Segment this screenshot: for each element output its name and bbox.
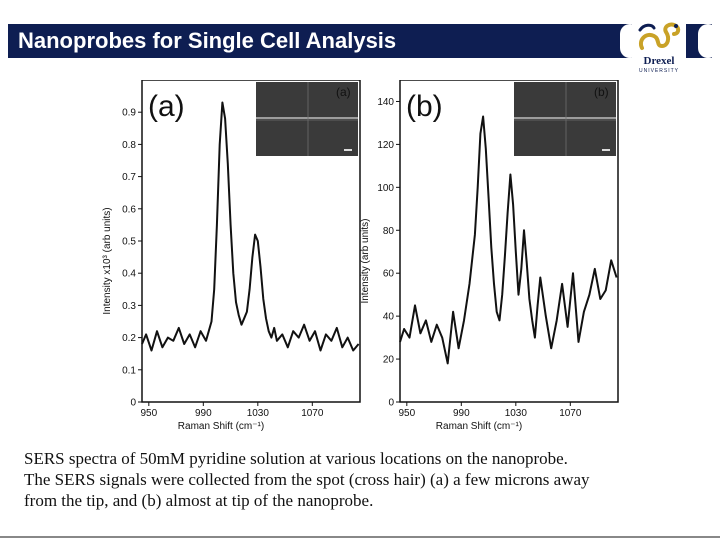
logo-name: Drexel xyxy=(643,55,675,67)
panel-a-ytick-label-3: 0.3 xyxy=(122,301,136,312)
panel-b-ytick-label-3: 60 xyxy=(383,269,395,280)
page-title: Nanoprobes for Single Cell Analysis xyxy=(18,28,397,53)
panel-a-ytick-label-2: 0.2 xyxy=(122,333,136,344)
panel-a-xtick-label-2: 1030 xyxy=(247,408,270,419)
panel-b-series-line-0 xyxy=(399,115,618,365)
panel-a-xtick-label-3: 1070 xyxy=(301,408,324,419)
panel-b-inset-scalebar xyxy=(602,149,610,151)
panel-a-inset-label: (a) xyxy=(336,85,351,99)
dragon-icon xyxy=(638,22,681,50)
panel-a-ytick-label-9: 0.9 xyxy=(122,108,136,119)
panel-a-series-line-0 xyxy=(141,101,360,352)
panel-b-xtick-label-3: 1070 xyxy=(559,408,582,419)
decorative-pill xyxy=(698,24,718,58)
panel-a-ytick-label-0: 0 xyxy=(130,398,136,409)
panel-b-xlabel: Raman Shift (cm⁻¹) xyxy=(436,421,522,432)
panel-a: (a) (a) 950 990 1030 1070 0 0.1 0.2 0.3 0.4 0.5 0.6 0… xyxy=(102,79,361,432)
panel-b-ytick-label-5: 100 xyxy=(377,183,394,194)
university-logo: Drexel UNIVERSITY xyxy=(632,18,686,74)
panel-b-xtick-label-1: 990 xyxy=(453,408,470,419)
panel-b-inset-image xyxy=(514,82,616,156)
title-bar: Nanoprobes for Single Cell Analysis xyxy=(8,24,718,58)
panel-a-ytick-label-4: 0.4 xyxy=(122,269,136,280)
panel-b-axes-frame xyxy=(399,79,619,403)
panel-a-ytick-label-1: 0.1 xyxy=(122,365,136,376)
caption-line-3: from the tip, and (b) almost at tip of t… xyxy=(24,491,374,510)
bottom-divider xyxy=(0,536,720,538)
panel-b-panel-label: (b) xyxy=(406,90,443,123)
panel-a-xlabel: Raman Shift (cm⁻¹) xyxy=(178,421,264,432)
logo-subtitle: UNIVERSITY xyxy=(638,68,679,74)
panel-a-panel-label: (a) xyxy=(148,90,185,123)
panel-a-ylabel: Intensity x10³ (arb units) xyxy=(102,207,113,314)
panel-b-xtick-label-0: 950 xyxy=(398,408,415,419)
panel-b-ytick-label-4: 80 xyxy=(383,226,395,237)
panel-a-inset-image xyxy=(256,82,358,156)
figure-panel: (a) (a) 950 990 1030 1070 0 0.1 0.2 0.3 0.4 0.5 0.6 0… xyxy=(96,79,628,440)
panel-b-ytick-label-2: 40 xyxy=(383,312,395,323)
panel-a-ytick-label-6: 0.6 xyxy=(122,204,136,215)
panel-b: (b) (b) 950 990 1030 1070 0 20 40 60 80 100 120 140 Ra… xyxy=(360,79,619,432)
panel-b-ytick-label-1: 20 xyxy=(383,355,395,366)
panel-a-ytick-label-7: 0.7 xyxy=(122,172,136,183)
panel-b-xtick-label-2: 1030 xyxy=(505,408,528,419)
panel-b-inset-label: (b) xyxy=(594,85,609,99)
panel-a-xtick-label-0: 950 xyxy=(140,408,157,419)
panel-a-ytick-label-5: 0.5 xyxy=(122,237,136,248)
panel-a-ytick-label-8: 0.8 xyxy=(122,140,136,151)
panel-a-xtick-label-1: 990 xyxy=(195,408,212,419)
figure-caption: SERS spectra of 50mM pyridine solution a… xyxy=(24,448,704,511)
spectra-figure: (a) (a) 950 990 1030 1070 0 0.1 0.2 0.3 0.4 0.5 0.6 0… xyxy=(102,79,619,432)
caption-line-1: SERS spectra of 50mM pyridine solution a… xyxy=(24,449,568,468)
panel-b-ytick-label-6: 120 xyxy=(377,140,394,151)
panel-a-inset-scalebar xyxy=(344,149,352,151)
caption-line-2: The SERS signals were collected from the… xyxy=(24,470,590,489)
panel-b-ylabel: Intensity (arb units) xyxy=(360,218,371,303)
panel-b-ytick-label-0: 0 xyxy=(388,398,394,409)
panel-b-ytick-label-7: 140 xyxy=(377,97,394,108)
